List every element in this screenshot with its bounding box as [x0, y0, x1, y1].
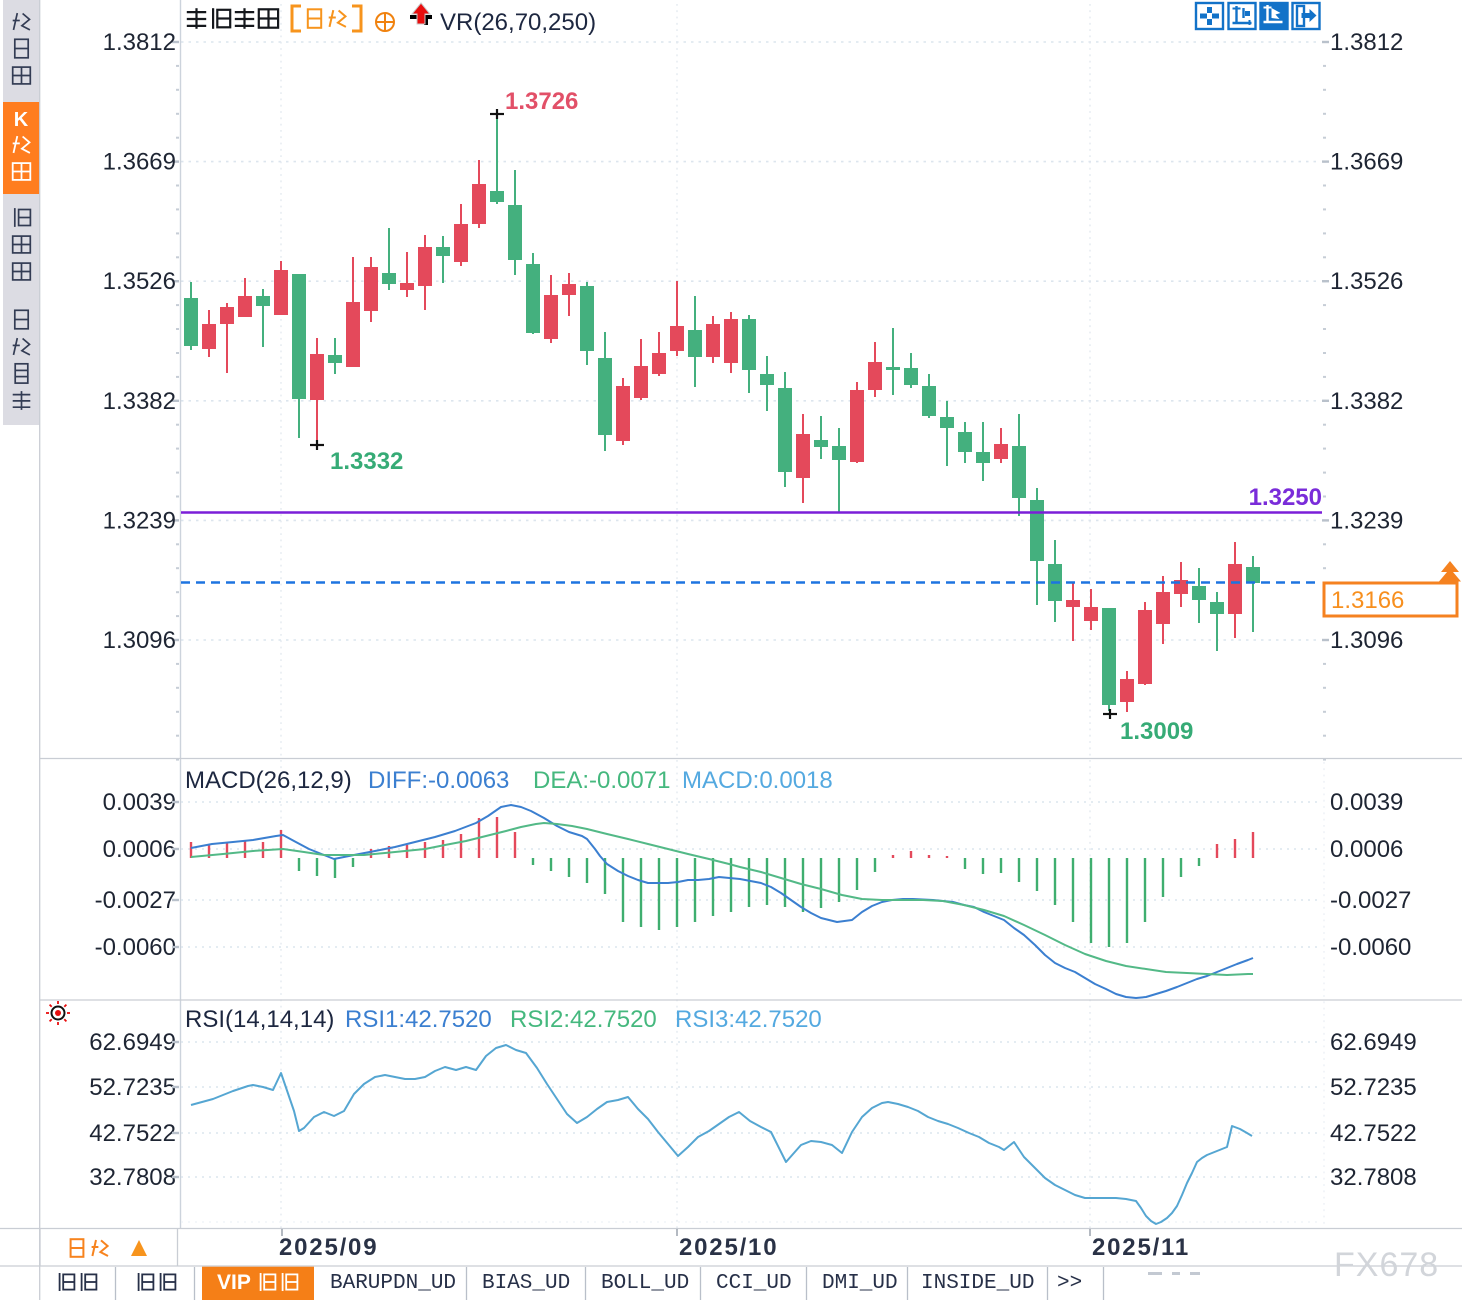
svg-text:1.3669: 1.3669 [103, 149, 176, 176]
svg-text:>>: >> [1057, 1272, 1082, 1295]
svg-text:-0.0060: -0.0060 [1330, 934, 1411, 961]
svg-text:1.3166: 1.3166 [1331, 587, 1404, 614]
svg-text:K: K [14, 109, 29, 131]
svg-text:1.3812: 1.3812 [1330, 29, 1403, 56]
svg-text:52.7235: 52.7235 [1330, 1074, 1417, 1101]
svg-text:-0.0060: -0.0060 [95, 934, 176, 961]
svg-text:RSI1:42.7520: RSI1:42.7520 [345, 1006, 492, 1033]
svg-text:VIP: VIP [217, 1271, 251, 1294]
svg-text:0.0039: 0.0039 [1330, 789, 1403, 816]
svg-text:DMI_UD: DMI_UD [822, 1272, 898, 1295]
svg-text:1.3526: 1.3526 [103, 268, 176, 295]
svg-text:RSI2:42.7520: RSI2:42.7520 [510, 1006, 657, 1033]
svg-text:DEA:-0.0071: DEA:-0.0071 [533, 767, 670, 794]
svg-text:1.3726: 1.3726 [505, 88, 578, 115]
svg-text:62.6949: 62.6949 [1330, 1029, 1417, 1056]
svg-text:1.3239: 1.3239 [103, 507, 176, 534]
svg-text:32.7808: 32.7808 [89, 1164, 176, 1191]
svg-text:1.3332: 1.3332 [330, 448, 403, 475]
svg-text:1.3096: 1.3096 [1330, 627, 1403, 654]
svg-text:1.3096: 1.3096 [103, 627, 176, 654]
svg-text:VR(26,70,250): VR(26,70,250) [440, 9, 596, 36]
svg-text:2025/10: 2025/10 [679, 1234, 778, 1261]
svg-text:-0.0027: -0.0027 [95, 887, 176, 914]
svg-text:FX678: FX678 [1334, 1246, 1439, 1284]
svg-text:RSI3:42.7520: RSI3:42.7520 [675, 1006, 822, 1033]
svg-text:1.3526: 1.3526 [1330, 268, 1403, 295]
svg-text:0.0039: 0.0039 [103, 789, 176, 816]
svg-text:1.3239: 1.3239 [1330, 507, 1403, 534]
svg-text:1.3250: 1.3250 [1249, 484, 1322, 511]
svg-text:INSIDE_UD: INSIDE_UD [921, 1272, 1034, 1295]
svg-text:BOLL_UD: BOLL_UD [601, 1272, 689, 1295]
svg-text:0.0006: 0.0006 [103, 836, 176, 863]
svg-text:MACD:0.0018: MACD:0.0018 [682, 767, 833, 794]
svg-text:2025/11: 2025/11 [1092, 1234, 1190, 1261]
svg-text:1.3009: 1.3009 [1120, 718, 1193, 745]
svg-text:BARUPDN_UD: BARUPDN_UD [330, 1272, 456, 1295]
svg-text:MACD(26,12,9): MACD(26,12,9) [185, 767, 352, 794]
svg-text:0.0006: 0.0006 [1330, 836, 1403, 863]
svg-text:DIFF:-0.0063: DIFF:-0.0063 [368, 767, 509, 794]
svg-text:42.7522: 42.7522 [89, 1120, 176, 1147]
svg-text:52.7235: 52.7235 [89, 1074, 176, 1101]
svg-text:1.3669: 1.3669 [1330, 149, 1403, 176]
svg-text:RSI(14,14,14): RSI(14,14,14) [185, 1006, 334, 1033]
svg-text:32.7808: 32.7808 [1330, 1164, 1417, 1191]
svg-text:CCI_UD: CCI_UD [716, 1272, 792, 1295]
svg-text:42.7522: 42.7522 [1330, 1120, 1417, 1147]
svg-text:-0.0027: -0.0027 [1330, 887, 1411, 914]
svg-text:2025/09: 2025/09 [279, 1234, 378, 1261]
svg-text:62.6949: 62.6949 [89, 1029, 176, 1056]
svg-text:1.3382: 1.3382 [103, 388, 176, 415]
svg-text:BIAS_UD: BIAS_UD [482, 1272, 570, 1295]
svg-text:1.3812: 1.3812 [103, 29, 176, 56]
svg-text:1.3382: 1.3382 [1330, 388, 1403, 415]
